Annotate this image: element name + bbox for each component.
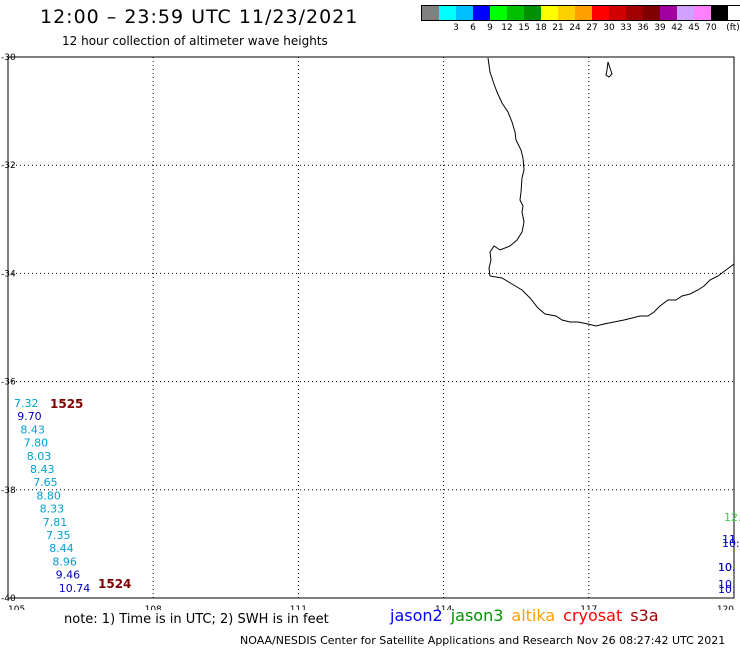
legend-label: 27 [586,23,598,33]
swh-value: 8.80 [36,489,61,502]
edge-swh-value: 10. [718,578,736,591]
edge-swh-value: 12. [724,511,740,524]
lon-tick-label: 117 [580,605,597,610]
legend-label: 18 [535,23,547,33]
legend-swatch [422,6,439,20]
legend-label: 33 [620,23,632,33]
legend-swatch [473,6,490,20]
legend-label: 21 [552,23,564,33]
legend-label: 45 [688,23,700,33]
swh-value: 7.32 [14,397,39,410]
legend-swatch [626,6,643,20]
legend-swatch [558,6,575,20]
legend-label: 6 [470,23,476,33]
legend-label: 15 [518,23,530,33]
lon-tick-label: 108 [145,605,162,610]
legend-swatch [609,6,626,20]
legend-label: 36 [637,23,649,33]
swh-value: 10.74 [59,582,91,595]
swh-value: 7.35 [46,529,71,542]
edge-swh-value: 10. [718,561,736,574]
edge-swh-value: 10. [718,583,736,596]
edge-values: 12.11.10.10.10.10.10. [718,511,740,596]
lat-tick-label: -36 [1,378,16,388]
legend-swatch [456,6,473,20]
pass-number: 1525 [50,397,83,411]
coastline-island [605,61,613,78]
lat-tick-label: -30 [1,53,16,63]
satellite-name: s3a [630,606,659,625]
swh-value: 8.03 [27,450,52,463]
swh-value: 7.80 [24,437,48,450]
satellite-name: cryosat [563,606,623,625]
swh-value: 7.81 [43,516,68,529]
lat-tick-label: -32 [1,161,16,171]
swh-value: 9.46 [56,569,81,582]
note-text: note: 1) Time is in UTC; 2) SWH is in fe… [64,612,329,627]
swh-value: 8.44 [49,542,73,555]
swh-value: 8.96 [52,555,77,568]
graticule [8,57,734,598]
legend-label: 24 [569,23,581,33]
legend-swatch [524,6,541,20]
swh-value: 7.65 [33,476,58,489]
legend-unit: (ft) [726,23,740,33]
pass-labels: 1525 1524 [50,397,131,591]
edge-swh-value: 10. [722,537,740,550]
lon-tick-label: 111 [290,605,307,610]
swh-value: 8.33 [40,503,65,516]
lon-tick-label: 114 [435,605,452,610]
map-frame [7,56,735,599]
legend-swatch [541,6,558,20]
lon-tick-label: 105 [8,605,25,610]
swh-value: 9.70 [17,410,42,423]
legend-swatch [439,6,456,20]
legend-labels: 3 6 9 12 15 18 21 24 27 30 33 36 39 42 45 70 (ft) [421,21,740,33]
swh-value: 8.43 [20,423,45,436]
axis-tick-labels: 105 108 111 114 117 120 -30 -32 -34 -36 -38 -40 [1,53,734,610]
legend-color-bar [421,5,740,21]
edge-swh-value: 11. [722,533,740,546]
coastline-western-australia [487,57,735,327]
satellite-name: jason3 [450,606,504,625]
satellite-name: altika [511,606,556,625]
track-values: 7.329.708.437.808.038.437.658.808.337.81… [14,397,90,595]
legend-swatch [694,6,711,20]
legend-label: 42 [671,23,683,33]
legend-label: 9 [487,23,493,33]
legend-swatch [643,6,660,20]
legend-swatch [711,6,728,20]
lon-tick-label: 120 [717,605,734,610]
satellite-name: jason2 [390,606,443,625]
lat-tick-label: -40 [1,594,16,604]
legend-label: 70 [705,23,717,33]
lat-tick-label: -38 [1,486,16,496]
edge-swh-value: 10. [718,561,736,574]
legend-label: 39 [654,23,666,33]
legend-swatch [677,6,694,20]
satellite-legend: jason2 jason3 altika cryosat s3a [390,606,667,625]
legend-swatch [507,6,524,20]
swh-value: 8.43 [30,463,55,476]
altimeter-map: 105 108 111 114 117 120 -30 -32 -34 -36 -38 -40 7.3… [1,53,740,610]
legend-swatch [592,6,609,20]
footer-credit: NOAA/NESDIS Center for Satellite Applica… [240,634,726,647]
lat-tick-label: -34 [1,269,16,279]
wave-height-legend: 3 6 9 12 15 18 21 24 27 30 33 36 39 42 45 70 (ft) [421,5,740,33]
legend-label: 3 [453,23,459,33]
legend-swatch [490,6,507,20]
legend-label: 12 [501,23,513,33]
map-subtitle: 12 hour collection of altimeter wave hei… [62,34,328,48]
pass-number: 1524 [98,577,131,591]
legend-label: 30 [603,23,615,33]
legend-swatch [660,6,677,20]
map-title: 12:00 – 23:59 UTC 11/23/2021 [40,6,359,28]
legend-swatch [575,6,592,20]
